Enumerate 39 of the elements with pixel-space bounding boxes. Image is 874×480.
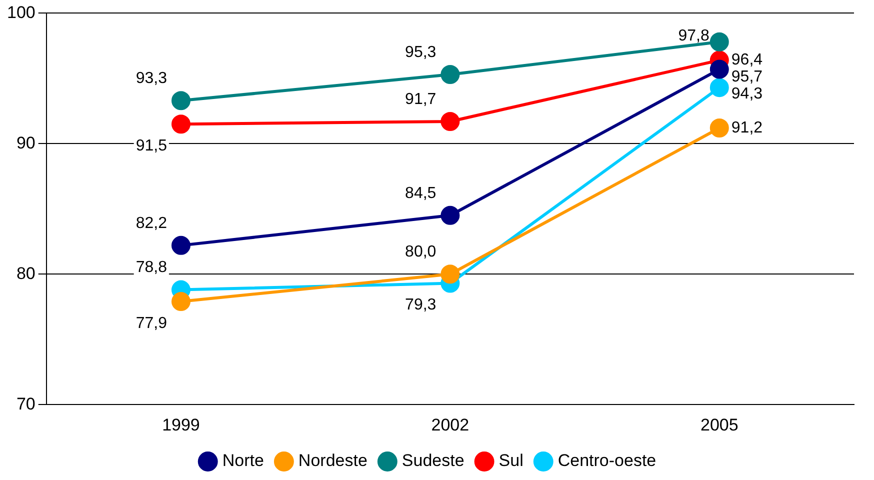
data-label: 95,7 — [731, 68, 763, 86]
legend-label: Sul — [498, 451, 524, 470]
point — [171, 292, 190, 312]
point — [440, 264, 460, 284]
point — [440, 206, 460, 225]
data-label: 82,2 — [136, 214, 168, 232]
data-label: 96,4 — [731, 52, 763, 69]
data-label: 97,8 — [678, 27, 710, 44]
point — [171, 236, 190, 255]
x-tick-label: 2005 — [700, 415, 738, 434]
point — [440, 112, 460, 131]
x-tick-label: 2002 — [431, 415, 470, 434]
data-label: 78,8 — [136, 259, 168, 276]
legend-label: Norte — [222, 451, 264, 470]
data-label: 84,5 — [405, 184, 436, 202]
point — [710, 32, 729, 52]
data-label: 80,0 — [405, 244, 436, 261]
data-label: 93,3 — [136, 70, 168, 88]
point — [710, 118, 729, 138]
y-tick-label: 100 — [6, 2, 36, 22]
legend-label: Sudeste — [402, 451, 464, 470]
data-label: 94,3 — [731, 86, 763, 103]
point — [710, 78, 729, 98]
data-label: 91,5 — [136, 138, 168, 155]
data-label: 91,2 — [731, 119, 763, 136]
y-tick-label: 70 — [16, 394, 36, 414]
x-tick-label: 1999 — [162, 415, 200, 434]
y-tick-label: 90 — [16, 133, 36, 152]
point — [710, 60, 729, 79]
point — [440, 65, 460, 84]
data-label: 77,9 — [136, 314, 168, 332]
point — [171, 91, 190, 110]
legend-label: Centro-oeste — [558, 451, 656, 470]
data-label: 95,3 — [405, 44, 436, 61]
legend-label: Nordeste — [298, 451, 368, 470]
y-tick-label: 80 — [16, 264, 36, 283]
data-label: 91,7 — [405, 90, 436, 108]
point — [171, 114, 190, 134]
data-label: 79,3 — [405, 296, 436, 314]
